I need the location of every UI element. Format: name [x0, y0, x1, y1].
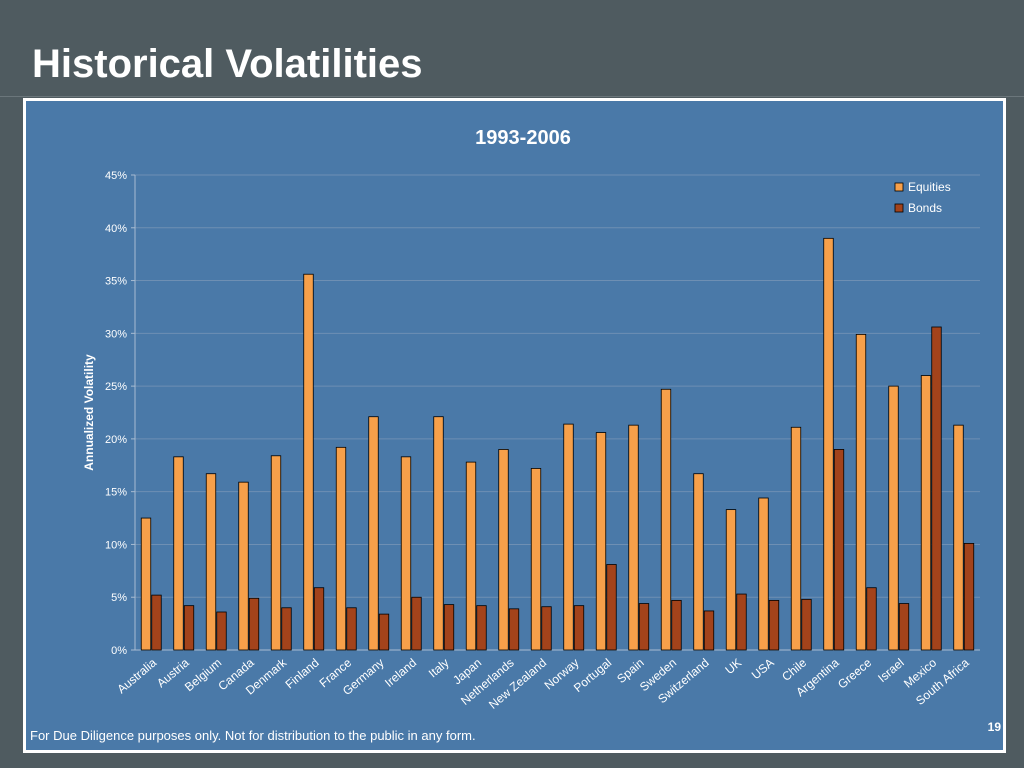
x-category-label: Belgium	[182, 656, 224, 695]
legend-swatch-bonds	[894, 203, 904, 213]
equities-bar-switzerland	[693, 473, 704, 651]
x-category-label: UK	[722, 656, 744, 677]
bonds-bar-germany	[378, 613, 390, 651]
bonds-bar-italy	[443, 604, 455, 651]
equities-bar-japan	[465, 461, 477, 651]
equities-bar-chile	[790, 426, 802, 651]
bonds-bar-austria	[183, 605, 195, 651]
bonds-bar-chile	[801, 598, 812, 651]
equities-bar-canada	[238, 481, 249, 651]
y-tick-label: 20%	[105, 434, 127, 446]
x-category-label: Ireland	[382, 656, 419, 690]
equities-bar-sweden	[660, 388, 672, 651]
legend-swatch-equities	[894, 182, 904, 192]
bonds-bar-ireland	[411, 596, 422, 651]
equities-bar-israel	[888, 385, 899, 651]
bonds-bar-finland	[313, 587, 325, 651]
equities-bar-france	[335, 446, 347, 651]
y-tick-label: 25%	[105, 381, 127, 393]
equities-bar-mexico	[920, 375, 932, 651]
bonds-bar-canada	[248, 597, 260, 651]
equities-bar-uk	[725, 509, 737, 651]
bonds-bar-belgium	[216, 611, 227, 651]
equities-bar-norway	[563, 423, 574, 651]
equities-bar-finland	[303, 273, 314, 651]
equities-bar-argentina	[823, 237, 834, 651]
equities-bar-austria	[173, 456, 184, 651]
bonds-bar-norway	[573, 605, 585, 651]
x-category-label: Finland	[283, 656, 322, 692]
slide-title: Historical Volatilities	[32, 42, 423, 86]
y-tick-label: 10%	[105, 539, 127, 551]
bonds-bar-france	[346, 607, 357, 651]
bonds-bar-portugal	[606, 564, 617, 651]
bonds-bar-australia	[151, 594, 162, 651]
page-number: 19	[987, 720, 1001, 734]
equities-bar-new-zealand	[530, 468, 542, 651]
disclaimer-text: For Due Diligence purposes only. Not for…	[30, 728, 476, 743]
y-tick-label: 15%	[105, 487, 127, 499]
y-tick-label: 45%	[105, 170, 127, 182]
y-tick-label: 30%	[105, 328, 127, 340]
bonds-bar-mexico	[931, 326, 942, 651]
legend-label-bonds: Bonds	[908, 201, 942, 215]
equities-bar-germany	[368, 416, 379, 651]
equities-bar-australia	[140, 517, 152, 651]
y-axis-label: Annualized Volatility	[82, 354, 96, 471]
bonds-bar-new-zealand	[541, 606, 552, 651]
y-tick-label: 0%	[111, 645, 127, 657]
bonds-bar-greece	[866, 587, 877, 651]
y-tick-label: 35%	[105, 276, 127, 288]
equities-bar-ireland	[400, 456, 412, 651]
bonds-bar-usa	[768, 599, 780, 651]
bonds-bar-south-africa	[963, 542, 975, 651]
equities-bar-portugal	[595, 432, 607, 651]
bar-chart: 1993-2006 0% 5% 10% 15% 20% 25% 30% 35% 40% 45% Ann…	[82, 127, 980, 712]
y-tick-label: 40%	[105, 223, 127, 235]
y-tick-label: 5%	[111, 592, 127, 604]
x-category-label: Greece	[835, 655, 874, 691]
equities-bar-south-africa	[953, 424, 964, 651]
bonds-bar-spain	[638, 603, 650, 651]
bonds-bar-israel	[898, 603, 910, 651]
equities-bar-spain	[628, 424, 639, 651]
equities-bar-usa	[758, 497, 769, 651]
bonds-bar-sweden	[671, 599, 682, 651]
x-category-label: Italy	[426, 656, 452, 681]
title-divider	[0, 96, 1024, 97]
bonds-bar-argentina	[833, 449, 845, 651]
bonds-bar-denmark	[281, 607, 292, 651]
bonds-bar-netherlands	[508, 608, 520, 651]
x-category-label: USA	[749, 656, 777, 683]
bonds-bar-uk	[736, 593, 747, 651]
chart-panel: 1993-2006 0% 5% 10% 15% 20% 25% 30% 35% 40% 45% Ann…	[23, 98, 1006, 753]
equities-bar-netherlands	[498, 449, 509, 651]
equities-bar-denmark	[270, 455, 282, 651]
bonds-bar-switzerland	[703, 610, 715, 651]
x-category-label: Australia	[114, 655, 159, 696]
chart-title: 1993-2006	[475, 127, 571, 149]
equities-bar-italy	[433, 416, 444, 651]
bonds-bar-japan	[476, 605, 487, 651]
equities-bar-belgium	[205, 473, 217, 651]
equities-bar-greece	[855, 333, 867, 651]
legend-label-equities: Equities	[908, 180, 951, 194]
